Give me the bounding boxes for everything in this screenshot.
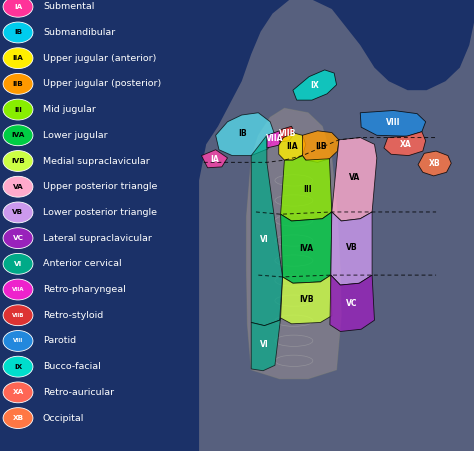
Text: III: III — [14, 106, 22, 113]
Ellipse shape — [3, 0, 33, 17]
Polygon shape — [251, 318, 281, 371]
Text: Upper posterior triangle: Upper posterior triangle — [43, 182, 157, 191]
Text: Upper jugular (posterior): Upper jugular (posterior) — [43, 79, 161, 88]
Text: VC: VC — [346, 299, 358, 308]
Ellipse shape — [3, 202, 33, 223]
Text: Parotid: Parotid — [43, 336, 76, 345]
Polygon shape — [267, 131, 283, 148]
Polygon shape — [332, 138, 377, 221]
Text: VI: VI — [260, 340, 269, 349]
Ellipse shape — [3, 253, 33, 274]
Ellipse shape — [3, 176, 33, 197]
Polygon shape — [281, 212, 332, 283]
Text: XA: XA — [12, 389, 24, 396]
Text: IB: IB — [238, 129, 247, 138]
Polygon shape — [201, 150, 228, 168]
Text: XB: XB — [12, 415, 24, 421]
Text: IB: IB — [14, 29, 22, 36]
Text: IIB: IIB — [13, 81, 23, 87]
Text: IIB: IIB — [316, 142, 327, 151]
Ellipse shape — [3, 22, 33, 43]
Ellipse shape — [3, 408, 33, 428]
Text: Lateral supraclavicular: Lateral supraclavicular — [43, 234, 152, 243]
Ellipse shape — [3, 74, 33, 94]
Polygon shape — [199, 0, 474, 451]
Ellipse shape — [3, 228, 33, 249]
Text: VB: VB — [346, 243, 357, 252]
Text: VIII: VIII — [386, 118, 401, 127]
Ellipse shape — [3, 99, 33, 120]
Ellipse shape — [3, 331, 33, 351]
Text: VIII: VIII — [13, 338, 23, 344]
Polygon shape — [293, 70, 337, 100]
Text: Occipital: Occipital — [43, 414, 84, 423]
Text: Lower posterior triangle: Lower posterior triangle — [43, 208, 157, 217]
Polygon shape — [246, 108, 341, 379]
Polygon shape — [330, 275, 374, 331]
Ellipse shape — [3, 48, 33, 69]
Text: VIIA: VIIA — [12, 287, 24, 292]
Polygon shape — [279, 133, 306, 160]
Polygon shape — [280, 126, 295, 142]
Ellipse shape — [3, 151, 33, 171]
Ellipse shape — [3, 125, 33, 146]
Text: VI: VI — [14, 261, 22, 267]
Text: Lower jugular: Lower jugular — [43, 131, 108, 140]
Text: VB: VB — [12, 209, 24, 216]
Text: VIIA: VIIA — [266, 134, 283, 143]
Text: IX: IX — [14, 364, 22, 370]
Text: Submental: Submental — [43, 2, 94, 11]
Text: Upper jugular (anterior): Upper jugular (anterior) — [43, 54, 156, 63]
Text: Submandibular: Submandibular — [43, 28, 115, 37]
Ellipse shape — [3, 305, 33, 326]
Text: VA: VA — [13, 184, 23, 190]
Polygon shape — [281, 275, 332, 324]
Text: IA: IA — [14, 4, 22, 10]
Ellipse shape — [3, 382, 33, 403]
Ellipse shape — [3, 356, 33, 377]
Text: IVA: IVA — [11, 132, 25, 138]
Text: XA: XA — [400, 140, 411, 149]
Text: IA: IA — [210, 155, 219, 164]
Polygon shape — [281, 156, 332, 221]
Text: IVB: IVB — [299, 295, 313, 304]
Ellipse shape — [3, 279, 33, 300]
Polygon shape — [418, 151, 451, 176]
Text: Anterior cervical: Anterior cervical — [43, 259, 121, 268]
Text: IIA: IIA — [13, 55, 23, 61]
Text: VIIB: VIIB — [12, 313, 24, 318]
Text: XB: XB — [429, 159, 440, 168]
Text: Retro-pharyngeal: Retro-pharyngeal — [43, 285, 126, 294]
Polygon shape — [360, 110, 426, 136]
Text: IX: IX — [310, 81, 319, 90]
Text: Bucco-facial: Bucco-facial — [43, 362, 100, 371]
Text: IVA: IVA — [299, 244, 313, 253]
Text: Retro-styloid: Retro-styloid — [43, 311, 103, 320]
Text: VC: VC — [12, 235, 24, 241]
Polygon shape — [302, 131, 339, 162]
Polygon shape — [216, 113, 275, 156]
Text: VA: VA — [349, 173, 360, 182]
Polygon shape — [331, 212, 372, 285]
Text: VIIB: VIIB — [279, 129, 296, 138]
Text: IIA: IIA — [287, 142, 298, 151]
Text: IVB: IVB — [11, 158, 25, 164]
Text: Retro-auricular: Retro-auricular — [43, 388, 114, 397]
Polygon shape — [251, 135, 283, 326]
Polygon shape — [384, 132, 426, 156]
Text: Medial supraclavicular: Medial supraclavicular — [43, 156, 150, 166]
Text: Mid jugular: Mid jugular — [43, 105, 96, 114]
Text: III: III — [303, 185, 311, 194]
Text: VI: VI — [260, 235, 269, 244]
